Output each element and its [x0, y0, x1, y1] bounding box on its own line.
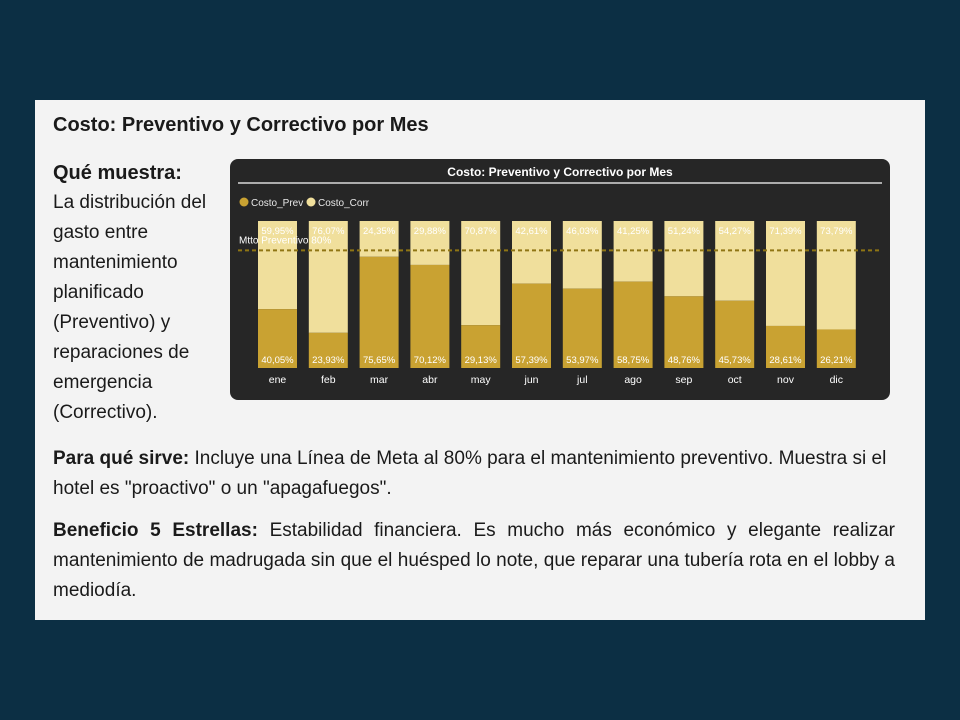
bar-corr [816, 221, 856, 330]
x-tick-label: jul [576, 374, 588, 386]
x-tick-label: jun [523, 374, 538, 386]
x-tick-label: abr [422, 374, 438, 386]
bar-prev [512, 283, 551, 368]
data-label-corr: 59,95% [261, 226, 294, 237]
x-tick-label: may [471, 374, 492, 386]
bar-prev [461, 325, 501, 368]
data-label-prev: 57,39% [515, 355, 548, 366]
data-label-corr: 42,61% [515, 226, 548, 237]
x-tick-label: mar [370, 374, 389, 386]
data-label-corr: 70,87% [465, 226, 498, 237]
data-label-prev: 45,73% [719, 355, 752, 366]
x-tick-label: ene [269, 374, 287, 386]
bar-corr [461, 221, 501, 326]
data-label-prev: 53,97% [566, 355, 599, 366]
slide-card: Costo: Preventivo y Correctivo por Mes Q… [35, 100, 925, 620]
data-label-corr: 51,24% [668, 226, 701, 237]
bar-corr [715, 221, 755, 301]
what-heading: Qué muestra: [53, 162, 182, 184]
bar-prev [258, 309, 297, 368]
benefit-paragraph: Beneficio 5 Estrellas: Estabilidad finan… [53, 516, 895, 606]
bar-corr [562, 221, 602, 289]
data-label-corr: 29,88% [414, 226, 447, 237]
bar-corr [308, 221, 348, 333]
bars-group: 59,95% 40,05% ene 76,07% 23,93% feb 24,35% 75,6… [258, 221, 856, 386]
data-label-prev: 75,65% [363, 355, 396, 366]
what-section: Qué muestra: La distribución del gasto e… [53, 158, 231, 428]
legend-prev-swatch [239, 197, 249, 207]
bar-prev [359, 256, 399, 368]
target-label: Mtto Preventivo 80% [239, 235, 331, 246]
data-label-prev: 70,12% [414, 355, 447, 366]
bar-prev [816, 329, 856, 368]
data-label-prev: 40,05% [261, 355, 294, 366]
data-label-corr: 24,35% [363, 226, 396, 237]
data-label-prev: 26,21% [820, 355, 853, 366]
bar-prev [715, 300, 755, 368]
legend: Costo_Prev Costo_Corr [239, 197, 370, 209]
bar-corr [512, 221, 551, 284]
bar-prev [766, 325, 805, 368]
bar-prev [613, 281, 653, 368]
bar-corr [258, 221, 297, 310]
data-label-prev: 48,76% [668, 355, 701, 366]
bar-prev [562, 288, 602, 368]
data-label-corr: 76,07% [312, 226, 345, 237]
legend-corr-label: Costo_Corr [318, 198, 370, 209]
legend-corr-swatch [306, 197, 316, 207]
chart-panel: Costo: Preventivo y Correctivo por Mes C… [230, 159, 890, 400]
data-label-corr: 73,79% [820, 226, 853, 237]
x-tick-label: ago [624, 374, 642, 386]
data-label-corr: 41,25% [617, 226, 650, 237]
bar-corr [410, 221, 450, 265]
data-label-corr: 46,03% [566, 226, 599, 237]
chart-title: Costo: Preventivo y Correctivo por Mes [447, 165, 673, 179]
benefit-text: Estabilidad financiera. Es mucho más eco… [53, 520, 895, 601]
purpose-label: Para qué sirve: [53, 448, 190, 469]
purpose-paragraph: Para qué sirve: Incluye una Línea de Met… [53, 444, 895, 504]
data-label-prev: 58,75% [617, 355, 650, 366]
x-tick-label: dic [830, 374, 843, 386]
x-tick-label: nov [777, 374, 795, 386]
data-label-corr: 54,27% [719, 226, 752, 237]
purpose-text: Incluye una Línea de Meta al 80% para el… [53, 448, 887, 499]
data-label-prev: 28,61% [769, 355, 802, 366]
data-label-prev: 29,13% [465, 355, 498, 366]
bar-prev [664, 296, 704, 368]
slide-title: Costo: Preventivo y Correctivo por Mes [53, 114, 429, 136]
bar-corr [766, 221, 805, 326]
benefit-label: Beneficio 5 Estrellas: [53, 520, 258, 541]
legend-prev-label: Costo_Prev [251, 198, 303, 209]
x-tick-label: feb [321, 374, 336, 386]
bar-prev [410, 264, 450, 368]
bar-corr [664, 221, 704, 297]
x-tick-label: oct [728, 374, 742, 386]
stacked-bar-chart: Costo: Preventivo y Correctivo por Mes C… [238, 165, 882, 386]
bar-prev [308, 332, 348, 368]
data-label-prev: 23,93% [312, 355, 345, 366]
what-text: La distribución del gasto entre mantenim… [53, 192, 207, 423]
x-tick-label: sep [675, 374, 692, 386]
data-label-corr: 71,39% [769, 226, 802, 237]
